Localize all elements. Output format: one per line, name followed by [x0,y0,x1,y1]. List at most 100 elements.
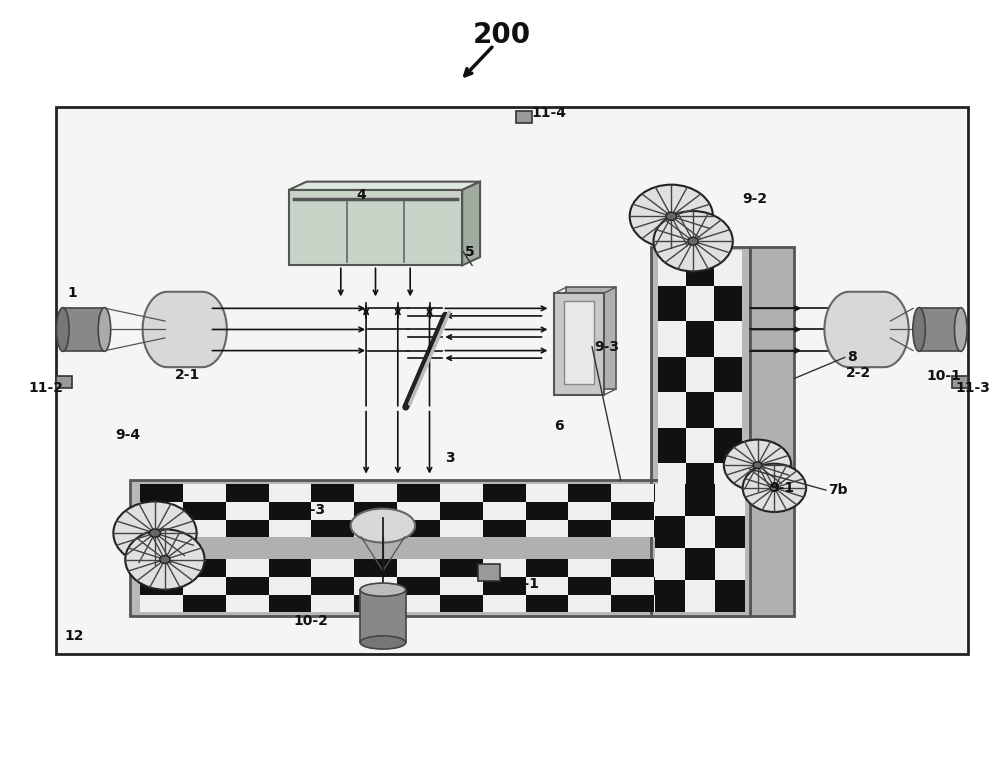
Bar [311,484,354,502]
Bar [655,516,685,548]
Bar [440,502,483,519]
Bar [140,502,183,519]
Text: 9-1: 9-1 [769,481,795,495]
Bar [686,321,714,357]
Bar [440,559,483,577]
Bar [686,285,714,321]
Bar [269,577,311,594]
Text: 2-3: 2-3 [301,503,326,518]
Circle shape [160,556,170,563]
Bar [526,594,568,612]
Circle shape [743,464,806,512]
Bar [360,590,406,643]
Bar [568,559,611,577]
Bar [440,594,483,612]
Bar [654,594,697,612]
Bar [526,519,568,537]
Bar [655,581,685,612]
Bar [483,594,526,612]
Bar [354,577,397,594]
Bar [715,548,745,581]
Bar [568,577,611,594]
Bar [226,559,269,577]
Bar [311,559,354,577]
Bar [183,519,226,537]
Bar [611,519,654,537]
Bar [269,519,311,537]
Bar [651,247,750,609]
Bar [56,376,72,388]
Bar [269,502,311,519]
Bar [697,502,740,519]
Polygon shape [289,182,480,190]
Bar [483,519,526,537]
Bar [686,428,714,463]
Bar [397,559,440,577]
Bar [226,577,269,594]
Bar [750,247,794,616]
Bar [686,569,714,605]
Ellipse shape [360,583,406,597]
Bar [183,559,226,577]
Bar [686,357,714,392]
Text: 10-1: 10-1 [926,369,961,383]
Circle shape [666,212,677,220]
Bar [715,581,745,612]
Text: 7b: 7b [828,483,847,497]
Bar [655,548,685,581]
Bar [685,581,715,612]
Bar [611,577,654,594]
Bar [654,519,697,537]
Bar [140,484,183,502]
Bar [658,251,686,285]
Bar [658,569,686,605]
Text: 11-4: 11-4 [532,106,567,120]
Bar [311,594,354,612]
Ellipse shape [98,307,111,351]
Bar [354,594,397,612]
Circle shape [770,484,779,491]
Bar [397,502,440,519]
Bar [526,484,568,502]
Bar [311,577,354,594]
Bar [354,519,397,537]
Bar [183,594,226,612]
Text: 8: 8 [847,350,856,364]
Circle shape [150,529,160,537]
Bar [526,502,568,519]
Ellipse shape [57,307,69,351]
Bar [658,534,686,569]
Bar [140,559,183,577]
Bar [658,498,686,534]
Bar [686,534,714,569]
Bar [654,559,697,577]
Bar [611,594,654,612]
Bar [611,502,654,519]
Bar [397,484,440,502]
Text: 9-2: 9-2 [743,192,768,206]
Bar [686,463,714,498]
Bar [226,484,269,502]
Bar [714,357,742,392]
Bar [440,577,483,594]
Text: 2-1: 2-1 [175,368,200,382]
Circle shape [125,529,205,590]
Bar [952,376,968,388]
Text: 3: 3 [445,450,455,465]
Bar [651,481,750,616]
Bar [714,534,742,569]
Bar [654,484,697,502]
Text: 10-2: 10-2 [294,615,329,628]
Bar [697,577,740,594]
Bar [311,502,354,519]
Bar [658,285,686,321]
Bar [714,392,742,428]
Polygon shape [462,182,480,266]
Text: 11-2: 11-2 [28,381,63,394]
Ellipse shape [360,636,406,649]
Text: 9-4: 9-4 [115,428,140,442]
Bar [183,502,226,519]
Text: 4: 4 [356,188,366,202]
Bar [140,594,183,612]
Bar [568,594,611,612]
